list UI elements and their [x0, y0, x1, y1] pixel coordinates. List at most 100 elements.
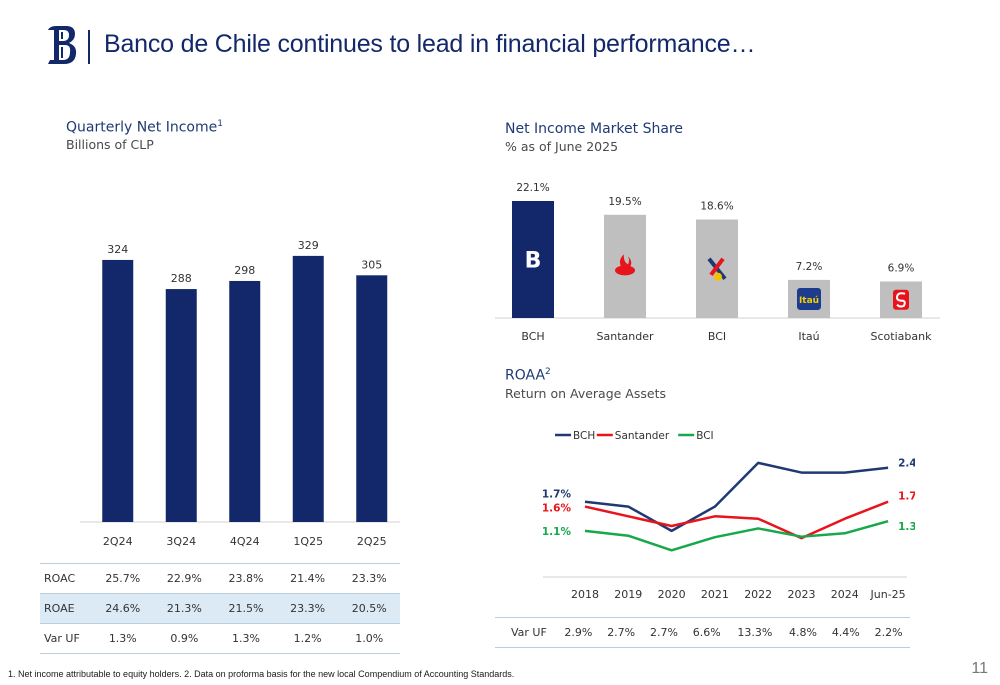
- itau-text: Itaú: [799, 296, 819, 306]
- series-line: [584, 500, 889, 540]
- table-row: ROAC 25.7% 22.9% 23.8% 21.4% 23.3%: [40, 563, 400, 594]
- table-cell: 1.3%: [215, 623, 277, 654]
- x-tick-label: 2019: [614, 588, 642, 601]
- point-label: 2.4%: [898, 458, 915, 470]
- table-cell: 23.8%: [215, 563, 277, 594]
- data-label: 22.1%: [516, 182, 549, 194]
- data-label: 19.5%: [608, 196, 641, 208]
- x-tick-label: 2023: [788, 588, 816, 601]
- table-cell: 13.3%: [728, 617, 782, 648]
- table-cell: 1.3%: [92, 623, 154, 654]
- table-cell: 4.4%: [824, 617, 868, 648]
- x-tick-label: 2022: [744, 588, 772, 601]
- bar: [356, 275, 388, 522]
- point-label: 1.7%: [898, 491, 915, 503]
- x-tick-label: Jun-25: [870, 588, 906, 601]
- row-label: ROAC: [40, 563, 92, 594]
- x-tick-label: 1Q25: [293, 535, 323, 548]
- table-cell: 2.2%: [867, 617, 910, 648]
- table-cell: 23.3%: [276, 593, 339, 624]
- legend-label: Santander: [615, 430, 670, 442]
- series-line: [584, 519, 889, 552]
- row-label: ROAE: [40, 593, 92, 624]
- table-cell: 6.6%: [685, 617, 729, 648]
- itau-logo-icon: Itaú: [797, 287, 821, 310]
- table-cell: 24.6%: [92, 593, 154, 624]
- table-cell: 22.9%: [153, 563, 216, 594]
- data-label: 324: [107, 243, 128, 256]
- x-tick-label: 2018: [571, 588, 599, 601]
- table-cell: 1.2%: [276, 623, 339, 654]
- footnote: 1. Net income attributable to equity hol…: [8, 669, 515, 679]
- logo-glyph: B: [525, 249, 542, 274]
- x-tick-label: 2024: [831, 588, 859, 601]
- bar: [512, 201, 554, 318]
- net-income-subtitle: Billions of CLP: [66, 137, 154, 152]
- x-tick-label: 2Q25: [357, 535, 387, 548]
- itau-box: [797, 287, 821, 310]
- net-income-bar-chart: 324 2Q24 288 3Q24 298 4Q24 329 1Q25 305 2Q25: [80, 239, 400, 548]
- legend-label: BCH: [573, 430, 595, 442]
- bar: [102, 259, 134, 522]
- table-row: Var UF 2.9% 2.7% 2.7% 6.6% 13.3% 4.8% 4.4% 2.2%: [495, 617, 910, 648]
- roaa-title: ROAA2: [505, 367, 551, 384]
- bci-stroke: [709, 257, 725, 276]
- bar: [165, 289, 197, 522]
- scotiabank-logo-icon: [893, 289, 909, 310]
- table-cell: 0.9%: [153, 623, 216, 654]
- table-row: ROAE 24.6% 21.3% 21.5% 23.3% 20.5%: [40, 593, 400, 624]
- x-tick-label: 4Q24: [230, 535, 260, 548]
- data-label: 6.9%: [888, 262, 915, 274]
- point-label: 1.1%: [542, 526, 572, 538]
- table-cell: 2.9%: [557, 617, 600, 648]
- title-separator: [88, 30, 90, 64]
- x-tick-label: 2Q24: [103, 535, 133, 548]
- data-label: 305: [361, 258, 382, 271]
- table-cell: 21.3%: [153, 593, 216, 624]
- x-tick-label: BCH: [521, 330, 544, 343]
- table-cell: 21.5%: [215, 593, 277, 624]
- x-tick-label: Itaú: [798, 330, 819, 343]
- x-tick-label: 3Q24: [166, 535, 196, 548]
- banco-de-chile-logo-icon: B: [525, 249, 542, 274]
- data-label: 288: [171, 272, 192, 285]
- bci-dot: [714, 272, 722, 281]
- roaa-subtitle: Return on Average Assets: [505, 386, 666, 401]
- data-label: 7.2%: [796, 261, 823, 273]
- row-label: Var UF: [40, 623, 92, 654]
- x-tick-label: Santander: [597, 330, 654, 343]
- table-cell: 2.7%: [599, 617, 643, 648]
- roaa-var-uf-table: Var UF 2.9% 2.7% 2.7% 6.6% 13.3% 4.8% 4.4% 2.2%: [495, 617, 910, 648]
- table-cell: 4.8%: [781, 617, 825, 648]
- market-share-title: Net Income Market Share: [505, 121, 683, 137]
- table-cell: 23.3%: [338, 563, 400, 594]
- point-label: 1.3%: [898, 521, 915, 533]
- santander-flame-icon: [615, 254, 635, 276]
- row-label: Var UF: [495, 617, 557, 648]
- scotia-s: [895, 292, 906, 308]
- legend-label: BCI: [696, 430, 713, 442]
- page-number: 11: [971, 660, 988, 677]
- net-income-title: Quarterly Net Income1: [66, 119, 223, 136]
- market-share-bar-chart: 22.1% BCH B 19.5% Santander 18.6% BCI 7.2% Itaú I…: [495, 182, 940, 343]
- bar: [292, 255, 324, 522]
- flame: [619, 254, 632, 269]
- market-share-subtitle: % as of June 2025: [505, 139, 619, 154]
- point-label: 1.6%: [542, 503, 572, 515]
- x-tick-label: 2021: [701, 588, 729, 601]
- point-label: 1.7%: [542, 489, 572, 501]
- table-cell: 21.4%: [276, 563, 339, 594]
- banco-de-chile-logo: [48, 26, 77, 64]
- table-cell: 1.0%: [338, 623, 400, 654]
- data-label: 298: [234, 264, 255, 277]
- roaa-line-chart: BCH Santander BCI 2018 2019 2020 2021 2022 2023 2…: [542, 430, 915, 601]
- table-cell: 25.7%: [92, 563, 154, 594]
- table-cell: 2.7%: [642, 617, 686, 648]
- x-tick-label: BCI: [708, 330, 726, 343]
- page-title: Banco de Chile continues to lead in fina…: [104, 30, 756, 58]
- table-cell: 20.5%: [338, 593, 400, 624]
- data-label: 329: [298, 239, 319, 252]
- series-line: [584, 461, 889, 533]
- income-metrics-table: ROAC 25.7% 22.9% 23.8% 21.4% 23.3% ROAE 24.6% 21…: [40, 563, 400, 654]
- flame-base: [615, 265, 635, 276]
